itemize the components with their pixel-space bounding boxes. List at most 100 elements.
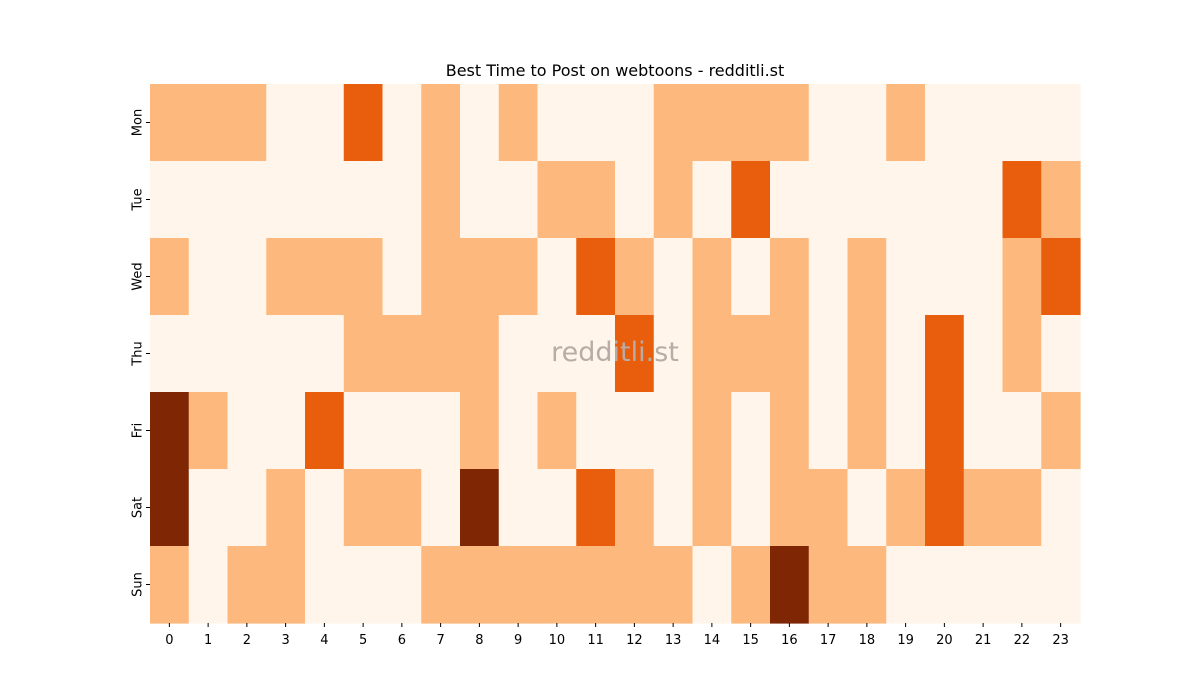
heatmap-cell-thu-11 xyxy=(576,315,616,393)
heatmap-cell-mon-19 xyxy=(886,84,926,162)
heatmap-cell-fri-14 xyxy=(692,392,732,470)
heatmap-cell-sat-16 xyxy=(770,469,810,547)
heatmap-cell-thu-7 xyxy=(421,315,461,393)
x-tick-label: 5 xyxy=(359,633,367,648)
heatmap-cell-fri-22 xyxy=(1002,392,1042,470)
heatmap-cell-sun-23 xyxy=(1041,546,1081,624)
heatmap-cell-fri-6 xyxy=(382,392,422,470)
heatmap-cell-sat-18 xyxy=(847,469,887,547)
x-tick-label: 2 xyxy=(243,633,251,648)
heatmap-cell-sun-21 xyxy=(963,546,1004,624)
heatmap-cell-mon-12 xyxy=(615,84,655,162)
heatmap-cell-thu-17 xyxy=(808,315,849,393)
heatmap-cell-fri-4 xyxy=(305,392,345,470)
x-tick-label: 0 xyxy=(165,633,173,648)
chart-title: Best Time to Post on webtoons - redditli… xyxy=(446,61,785,80)
heatmap-cell-fri-13 xyxy=(653,392,694,470)
heatmap-cell-sat-17 xyxy=(808,469,849,547)
heatmap-cell-sat-9 xyxy=(498,469,539,547)
heatmap-cell-sat-11 xyxy=(576,469,616,547)
heatmap-cells xyxy=(150,84,1081,624)
heatmap-cell-fri-15 xyxy=(731,392,771,470)
heatmap-cell-tue-6 xyxy=(382,161,422,239)
heatmap-cell-thu-15 xyxy=(731,315,771,393)
x-tick-label: 4 xyxy=(320,633,328,648)
y-tick-label: Fri xyxy=(131,423,146,439)
heatmap-cell-sun-0 xyxy=(150,546,190,624)
heatmap-cell-tue-0 xyxy=(150,161,190,239)
x-tick-label: 8 xyxy=(475,633,483,648)
y-axis-ticks: Mon Tue Wed Thu Fri Sat Sun xyxy=(131,109,150,597)
heatmap-cell-mon-22 xyxy=(1002,84,1042,162)
heatmap-cell-tue-14 xyxy=(692,161,732,239)
heatmap-cell-mon-16 xyxy=(770,84,810,162)
heatmap-cell-sat-19 xyxy=(886,469,926,547)
heatmap-cell-fri-20 xyxy=(925,392,965,470)
heatmap-cell-sun-16 xyxy=(770,546,810,624)
heatmap-cell-thu-20 xyxy=(925,315,965,393)
heatmap-cell-thu-19 xyxy=(886,315,926,393)
x-tick-label: 22 xyxy=(1014,633,1031,648)
heatmap-cell-tue-5 xyxy=(343,161,384,239)
heatmap-cell-sat-22 xyxy=(1002,469,1042,547)
heatmap-cell-wed-12 xyxy=(615,238,655,316)
heatmap-cell-sat-1 xyxy=(188,469,229,547)
heatmap-cell-sun-15 xyxy=(731,546,771,624)
heatmap-cell-mon-20 xyxy=(925,84,965,162)
heatmap-cell-tue-13 xyxy=(653,161,694,239)
heatmap-cell-mon-7 xyxy=(421,84,461,162)
heatmap-cell-tue-8 xyxy=(460,161,500,239)
heatmap-cell-wed-6 xyxy=(382,238,422,316)
heatmap-cell-tue-21 xyxy=(963,161,1004,239)
x-tick-label: 20 xyxy=(936,633,953,648)
heatmap-cell-tue-16 xyxy=(770,161,810,239)
x-tick-label: 12 xyxy=(626,633,643,648)
heatmap-cell-tue-15 xyxy=(731,161,771,239)
heatmap-cell-tue-19 xyxy=(886,161,926,239)
x-tick-label: 9 xyxy=(514,633,522,648)
heatmap-cell-thu-18 xyxy=(847,315,887,393)
x-tick-label: 15 xyxy=(742,633,759,648)
heatmap-cell-thu-21 xyxy=(963,315,1004,393)
heatmap-cell-wed-0 xyxy=(150,238,190,316)
x-tick-label: 1 xyxy=(204,633,212,648)
heatmap-cell-thu-2 xyxy=(227,315,267,393)
heatmap-cell-sun-11 xyxy=(576,546,616,624)
heatmap-cell-wed-7 xyxy=(421,238,461,316)
heatmap-cell-sun-4 xyxy=(305,546,345,624)
heatmap-cell-fri-21 xyxy=(963,392,1004,470)
heatmap-cell-sun-6 xyxy=(382,546,422,624)
x-tick-label: 16 xyxy=(781,633,798,648)
heatmap-cell-sat-12 xyxy=(615,469,655,547)
heatmap-cell-fri-10 xyxy=(537,392,577,470)
heatmap-cell-sat-5 xyxy=(343,469,384,547)
heatmap-cell-thu-13 xyxy=(653,315,694,393)
heatmap-cell-tue-7 xyxy=(421,161,461,239)
y-tick-label: Mon xyxy=(131,109,146,136)
heatmap-cell-tue-10 xyxy=(537,161,577,239)
x-tick-label: 6 xyxy=(398,633,406,648)
heatmap-cell-mon-11 xyxy=(576,84,616,162)
heatmap-cell-sun-2 xyxy=(227,546,267,624)
heatmap-cell-thu-3 xyxy=(266,315,306,393)
heatmap-cell-wed-13 xyxy=(653,238,694,316)
heatmap-cell-wed-4 xyxy=(305,238,345,316)
y-tick-label: Wed xyxy=(131,262,146,290)
heatmap-cell-thu-14 xyxy=(692,315,732,393)
heatmap-cell-mon-23 xyxy=(1041,84,1081,162)
heatmap-cell-sun-7 xyxy=(421,546,461,624)
heatmap-cell-sun-14 xyxy=(692,546,732,624)
heatmap-cell-wed-16 xyxy=(770,238,810,316)
heatmap-cell-sat-10 xyxy=(537,469,577,547)
heatmap-cell-sat-15 xyxy=(731,469,771,547)
heatmap-cell-mon-13 xyxy=(653,84,694,162)
heatmap-cell-mon-4 xyxy=(305,84,345,162)
heatmap-cell-wed-22 xyxy=(1002,238,1042,316)
x-tick-label: 11 xyxy=(587,633,604,648)
heatmap-cell-mon-6 xyxy=(382,84,422,162)
heatmap-cell-sun-12 xyxy=(615,546,655,624)
x-tick-label: 17 xyxy=(820,633,837,648)
heatmap-cell-thu-16 xyxy=(770,315,810,393)
x-tick-label: 10 xyxy=(549,633,566,648)
y-tick-label: Sun xyxy=(131,572,146,597)
